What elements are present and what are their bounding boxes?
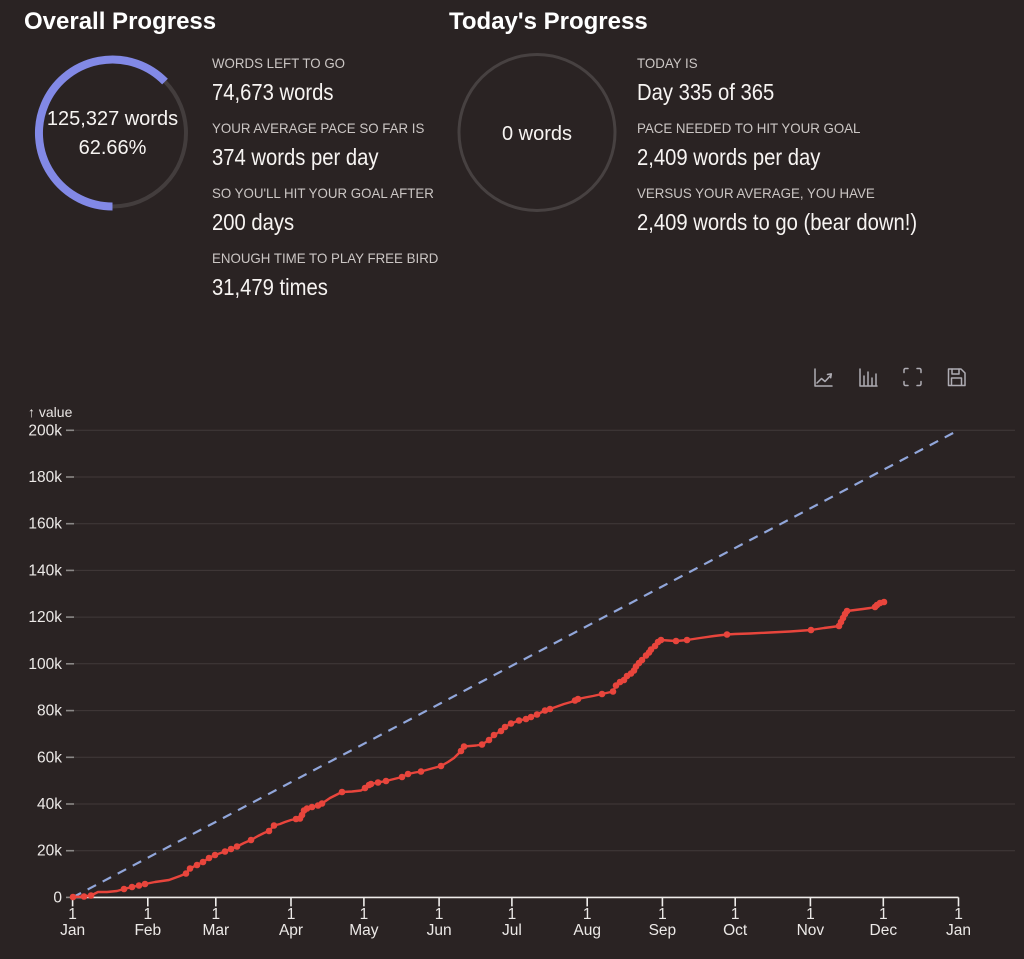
svg-text:↑ value: ↑ value [28, 404, 73, 420]
svg-text:1: 1 [806, 906, 815, 923]
svg-text:Nov: Nov [797, 922, 825, 939]
svg-text:May: May [349, 922, 379, 939]
svg-text:Jan: Jan [60, 922, 85, 939]
svg-text:1: 1 [143, 906, 152, 923]
svg-text:1: 1 [68, 906, 77, 923]
svg-text:Aug: Aug [573, 922, 601, 939]
svg-text:Sep: Sep [649, 922, 677, 939]
svg-text:Jan: Jan [946, 922, 971, 939]
svg-text:62.66%: 62.66% [79, 137, 147, 159]
svg-text:200k: 200k [28, 422, 62, 439]
svg-text:1: 1 [583, 906, 592, 923]
svg-text:125,327 words: 125,327 words [47, 108, 178, 130]
svg-text:1: 1 [360, 906, 369, 923]
svg-text:1: 1 [287, 906, 296, 923]
svg-text:140k: 140k [28, 562, 62, 579]
svg-text:100k: 100k [28, 656, 62, 673]
svg-text:40k: 40k [37, 796, 62, 813]
svg-text:1: 1 [211, 906, 220, 923]
svg-text:Feb: Feb [134, 922, 161, 939]
svg-text:1: 1 [435, 906, 444, 923]
svg-text:Jul: Jul [502, 922, 522, 939]
svg-text:1: 1 [879, 906, 888, 923]
svg-text:120k: 120k [28, 609, 62, 626]
svg-text:0 words: 0 words [502, 123, 572, 145]
svg-text:0: 0 [53, 889, 62, 906]
svg-text:20k: 20k [37, 843, 62, 860]
svg-text:80k: 80k [37, 703, 62, 720]
svg-text:1: 1 [658, 906, 667, 923]
svg-text:60k: 60k [37, 749, 62, 766]
svg-text:1: 1 [954, 906, 963, 923]
svg-text:Mar: Mar [202, 922, 229, 939]
svg-text:1: 1 [508, 906, 517, 923]
svg-text:Apr: Apr [279, 922, 303, 939]
svg-text:160k: 160k [28, 516, 62, 533]
svg-text:Jun: Jun [427, 922, 452, 939]
svg-text:Oct: Oct [723, 922, 748, 939]
svg-text:180k: 180k [28, 469, 62, 486]
svg-text:Dec: Dec [870, 922, 898, 939]
svg-text:1: 1 [731, 906, 740, 923]
